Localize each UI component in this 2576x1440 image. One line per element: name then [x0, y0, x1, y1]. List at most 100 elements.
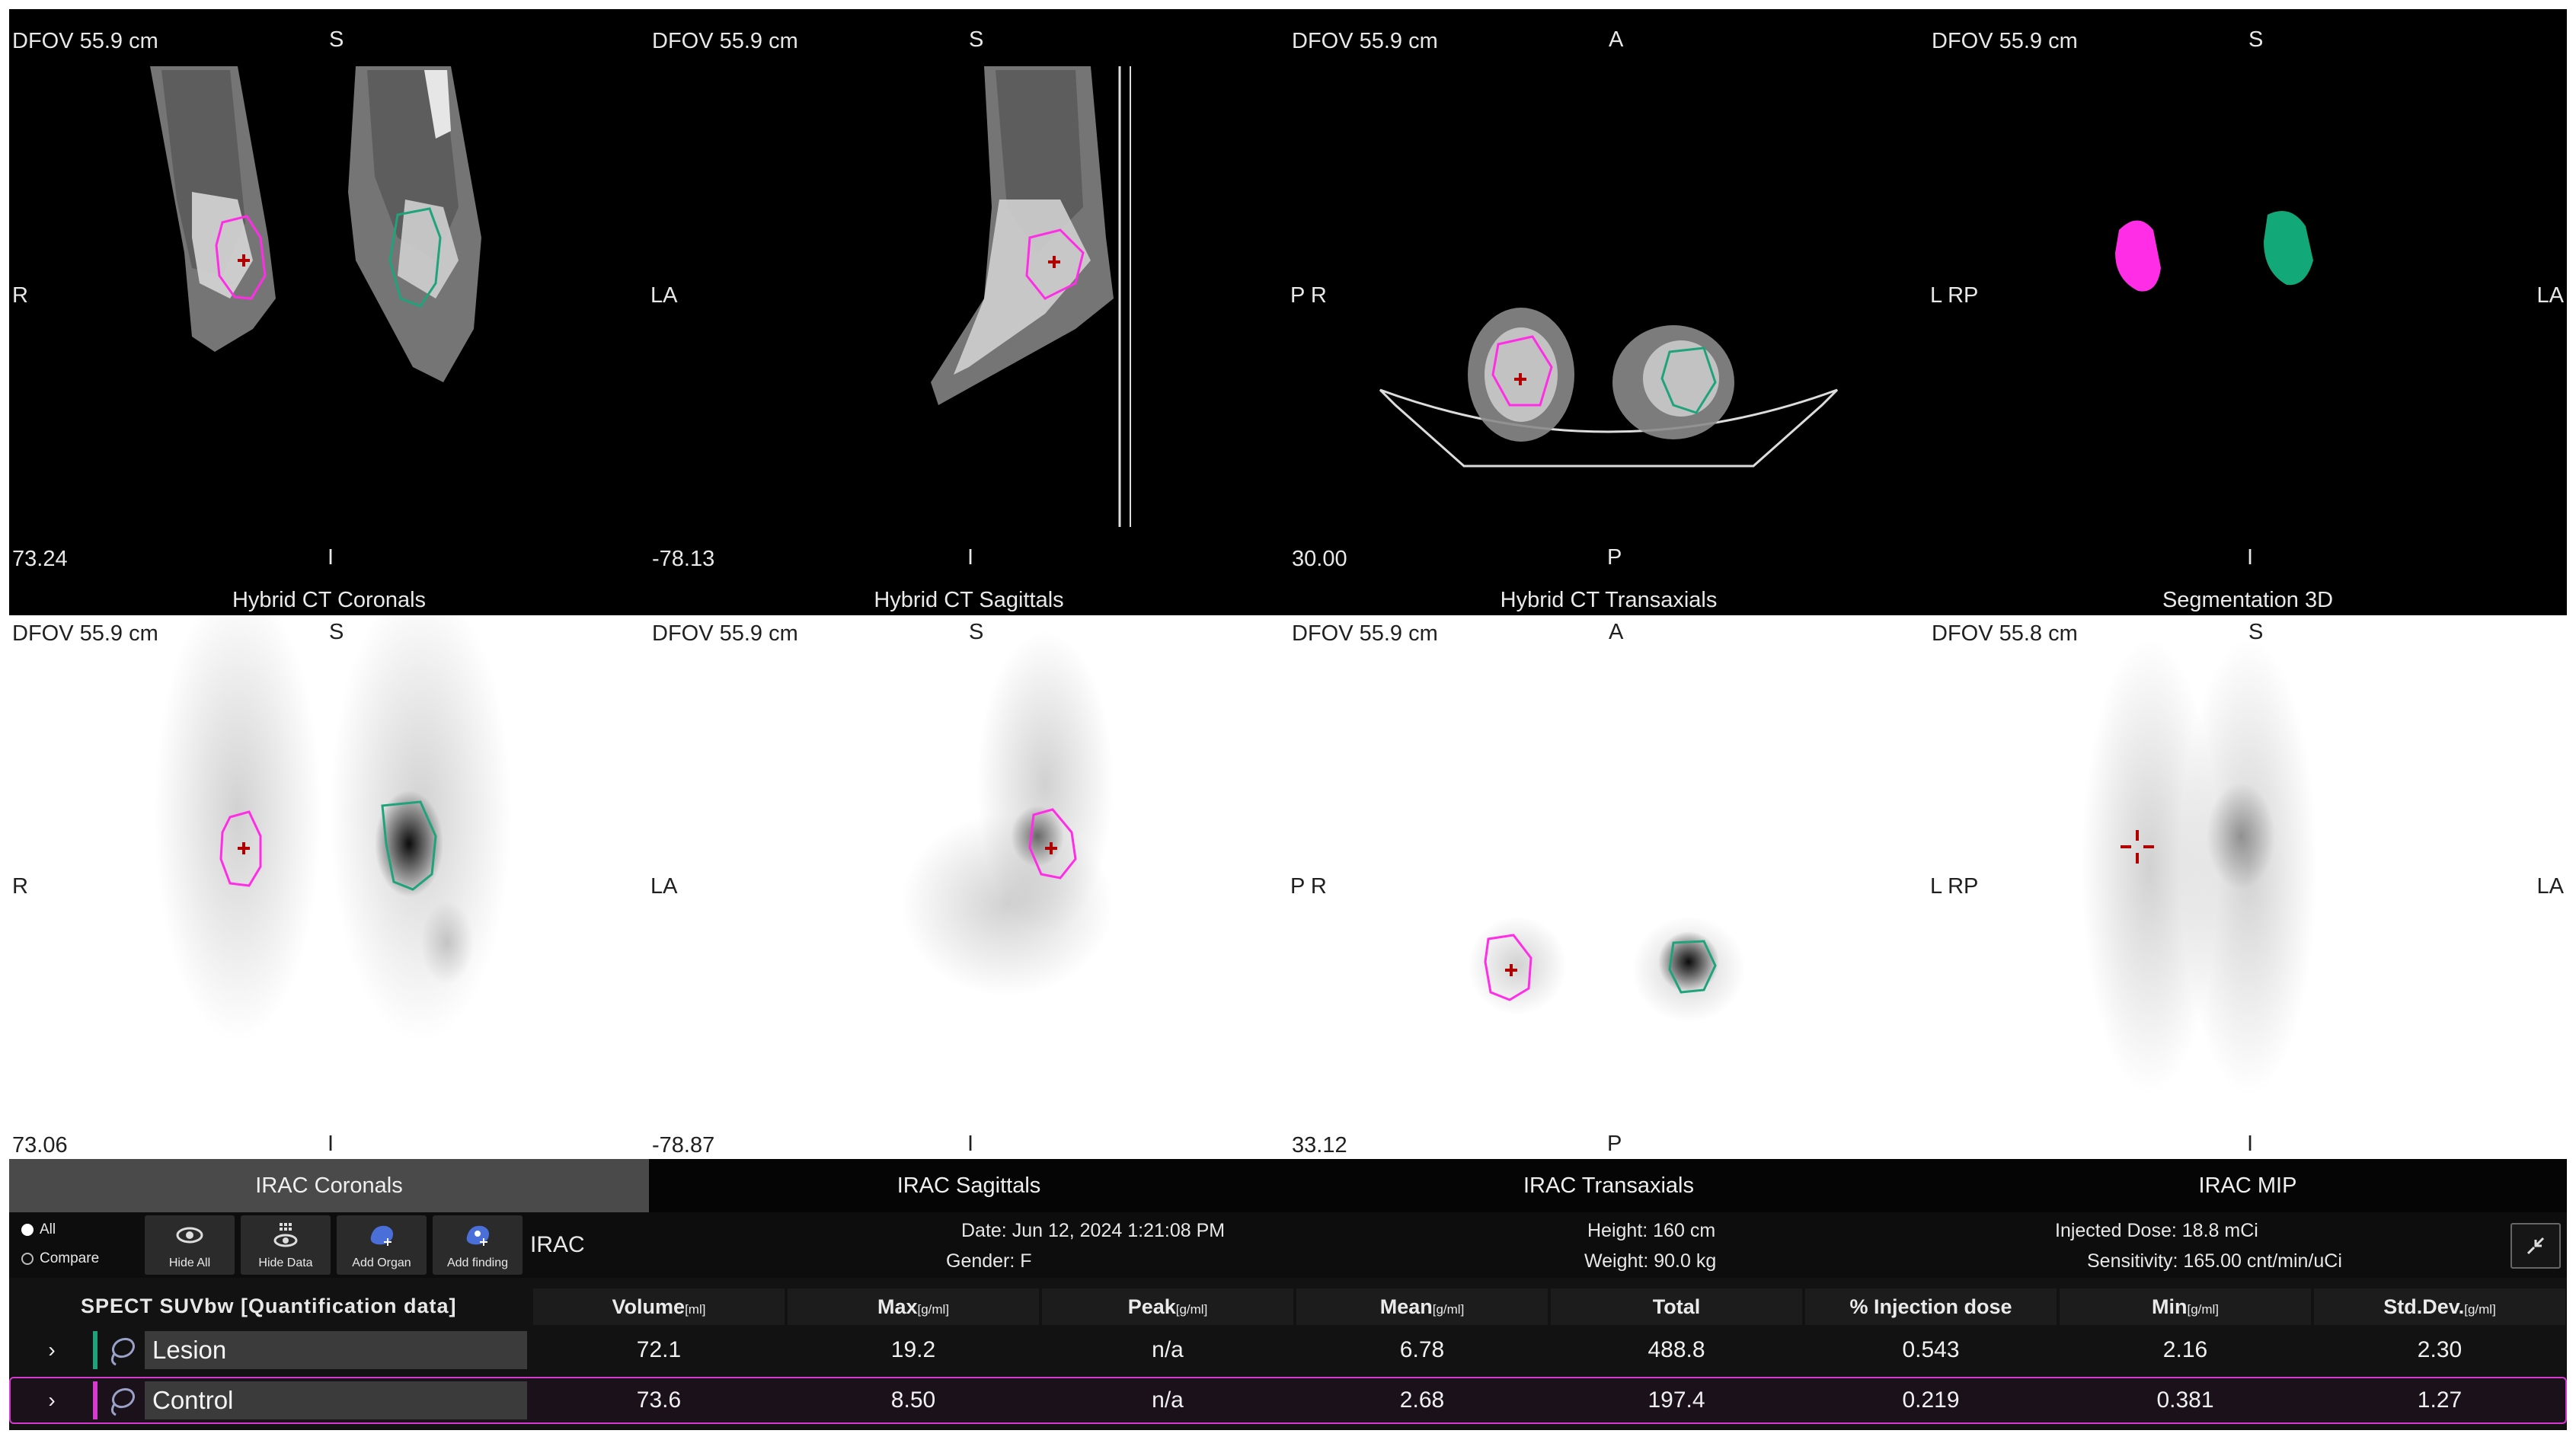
- lesion-injection-dose: 0.543: [1902, 1337, 1960, 1362]
- mode-label: IRAC: [530, 1232, 585, 1257]
- viewport-ct-sagittal[interactable]: DFOV 55.9 cm S LA I -78.13 Hybrid CT Sag…: [649, 9, 1289, 615]
- orient-top: A: [1609, 27, 1624, 52]
- control-volume: 73.6: [636, 1387, 682, 1413]
- column-header-mean[interactable]: Mean[g/ml]: [1296, 1288, 1548, 1325]
- orient-right: LA: [2536, 283, 2564, 308]
- radio-compare-label: Compare: [40, 1250, 100, 1266]
- lesion-color-bar: [93, 1331, 97, 1369]
- collapse-panel-button[interactable]: [2510, 1223, 2561, 1269]
- column-header-max[interactable]: Max[g/ml]: [788, 1288, 1039, 1325]
- control-name[interactable]: Control: [145, 1381, 527, 1419]
- orient-right: LA: [2536, 874, 2564, 899]
- organ-icon: [370, 1225, 393, 1246]
- column-peak-unit: [g/ml]: [1175, 1302, 1208, 1317]
- slice-position: 73.24: [12, 547, 68, 571]
- viewport-ct-transaxial[interactable]: DFOV 55.9 cm A P R P 30.00 Hybrid CT Tra…: [1289, 9, 1929, 615]
- column-std-dev-label: Std.Dev.: [2383, 1295, 2465, 1318]
- viewport-irac-coronal[interactable]: DFOV 55.9 cm S R I 73.06: [9, 615, 649, 1159]
- slice-position: 73.06: [12, 1133, 68, 1157]
- column-header-injection-dose[interactable]: % Injection dose: [1805, 1288, 2057, 1325]
- column-header-volume[interactable]: Volume[ml]: [533, 1288, 785, 1325]
- lesion-mean: 6.78: [1399, 1337, 1445, 1362]
- hide-data-label: Hide Data: [258, 1256, 313, 1269]
- lasso-icon: [110, 1387, 136, 1416]
- viewport-ct-coronal[interactable]: DFOV 55.9 cm S R I 73.24 Hybrid CT Coron…: [9, 9, 649, 615]
- viewport-irac-transaxial[interactable]: DFOV 55.9 cm A P R P 33.12: [1289, 615, 1929, 1159]
- radio-all-dot: [21, 1224, 34, 1236]
- ct-sagittal-image: [931, 66, 1131, 527]
- column-header-peak[interactable]: Peak[g/ml]: [1042, 1288, 1293, 1325]
- orient-left: R: [12, 283, 28, 308]
- hide-data-button[interactable]: Hide Data: [241, 1215, 331, 1275]
- expand-chevron-icon[interactable]: ›: [48, 1388, 56, 1412]
- control-max: 8.50: [890, 1387, 936, 1413]
- orient-top: S: [969, 620, 984, 644]
- control-total: 197.4: [1648, 1387, 1705, 1413]
- quantification-table: SPECT SUVbw [Quantification data] Volume…: [9, 1278, 2567, 1430]
- lesion-std-dev: 2.30: [2417, 1337, 2463, 1362]
- ct-coronal-image: [150, 66, 481, 382]
- ct-transaxial-image: [1379, 308, 1839, 468]
- tab-irac-mip[interactable]: IRAC MIP: [2198, 1173, 2297, 1198]
- lesion-total: 488.8: [1648, 1337, 1705, 1362]
- column-min-unit: [g/ml]: [2187, 1302, 2220, 1317]
- radio-compare[interactable]: Compare: [21, 1250, 99, 1267]
- control-mean: 2.68: [1399, 1387, 1445, 1413]
- add-finding-button[interactable]: Add finding: [433, 1215, 523, 1275]
- dfov-label: DFOV 55.9 cm: [1292, 621, 1438, 646]
- orient-top: S: [329, 620, 344, 644]
- orient-bottom: I: [967, 1132, 974, 1156]
- column-total-label: Total: [1652, 1295, 1701, 1318]
- table-row-lesion[interactable]: › Lesion 72.1 19.2 n/a 6.78 488.8 0.543 …: [9, 1327, 2567, 1374]
- irac-mip-image: [2081, 638, 2317, 1095]
- column-min-label: Min: [2151, 1295, 2188, 1318]
- lesion-peak: n/a: [1152, 1337, 1184, 1362]
- irac-sagittal-image: [900, 631, 1114, 996]
- lasso-icon: [110, 1337, 136, 1366]
- tab-irac-sagittals[interactable]: IRAC Sagittals: [896, 1173, 1041, 1198]
- tab-irac-transaxials[interactable]: IRAC Transaxials: [1523, 1173, 1694, 1198]
- tab-irac-coronals[interactable]: IRAC Coronals: [9, 1159, 649, 1212]
- slice-position: -78.13: [652, 547, 715, 571]
- slice-position: -78.87: [652, 1133, 715, 1157]
- radio-all[interactable]: All: [21, 1221, 56, 1238]
- column-mean-label: Mean: [1379, 1295, 1433, 1318]
- orient-bottom: I: [2247, 1132, 2254, 1156]
- orient-left: L RP: [1930, 874, 1979, 899]
- eye-icon: [176, 1227, 203, 1244]
- control-color-bar: [93, 1381, 97, 1419]
- dfov-label: DFOV 55.9 cm: [1932, 29, 2078, 53]
- table-title: SPECT SUVbw [Quantification data]: [81, 1295, 457, 1317]
- collapse-icon: [2526, 1237, 2545, 1255]
- orient-bottom: P: [1607, 1132, 1622, 1156]
- orient-top: A: [1609, 620, 1624, 644]
- lesion-volume: 72.1: [636, 1337, 682, 1362]
- viewport-caption: Hybrid CT Sagittals: [874, 588, 1064, 612]
- add-organ-button[interactable]: Add Organ: [337, 1215, 427, 1275]
- dfov-label: DFOV 55.9 cm: [652, 621, 798, 646]
- dfov-label: DFOV 55.9 cm: [652, 29, 798, 53]
- lesion-name[interactable]: Lesion: [145, 1331, 527, 1369]
- dfov-label: DFOV 55.8 cm: [1932, 621, 2078, 646]
- control-peak: n/a: [1152, 1387, 1184, 1413]
- viewport-irac-mip[interactable]: DFOV 55.8 cm S L RP LA I: [1929, 615, 2567, 1159]
- sensitivity: Sensitivity: 165.00 cnt/min/uCi: [2087, 1250, 2342, 1272]
- table-row-control[interactable]: › Control 73.6 8.50 n/a 2.68 197.4 0.219…: [9, 1377, 2567, 1424]
- column-header-std-dev[interactable]: Std.Dev.[g/ml]: [2314, 1288, 2565, 1325]
- expand-chevron-icon[interactable]: ›: [48, 1338, 56, 1362]
- injected-dose: Injected Dose: 18.8 mCi: [2055, 1220, 2258, 1241]
- control-std-dev: 1.27: [2417, 1387, 2463, 1413]
- viewport-segmentation-3d[interactable]: DFOV 55.9 cm S L RP LA I Segmentation 3D: [1929, 9, 2567, 615]
- viewport-irac-sagittal[interactable]: DFOV 55.9 cm S LA I -78.87: [649, 615, 1289, 1159]
- slice-position: 30.00: [1292, 547, 1347, 571]
- orient-bottom: I: [2247, 545, 2254, 570]
- hide-all-button[interactable]: Hide All: [145, 1215, 235, 1275]
- column-header-total[interactable]: Total: [1551, 1288, 1802, 1325]
- patient-height: Height: 160 cm: [1587, 1220, 1716, 1241]
- column-std-dev-unit: [g/ml]: [2464, 1302, 2496, 1317]
- add-organ-label: Add Organ: [352, 1256, 411, 1269]
- column-header-min[interactable]: Min[g/ml]: [2060, 1288, 2311, 1325]
- viewport-caption: Hybrid CT Coronals: [232, 588, 427, 612]
- orient-bottom: I: [328, 545, 334, 570]
- dfov-label: DFOV 55.9 cm: [12, 29, 158, 53]
